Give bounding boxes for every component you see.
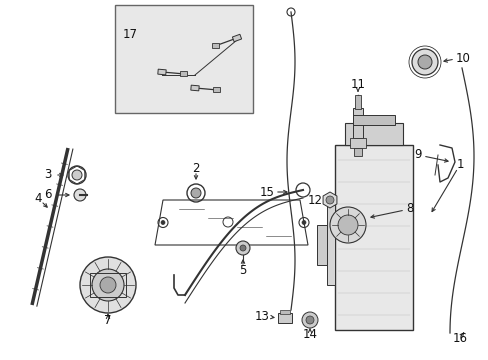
Circle shape [72, 170, 82, 180]
Circle shape [337, 215, 357, 235]
Bar [212, 87, 220, 92]
Text: 4: 4 [34, 192, 41, 204]
Bar [232, 34, 241, 42]
Bar [349, 138, 365, 148]
Text: 2: 2 [192, 162, 199, 175]
Polygon shape [323, 192, 336, 208]
Circle shape [302, 220, 305, 225]
Text: 15: 15 [259, 185, 274, 198]
Circle shape [302, 312, 317, 328]
Circle shape [191, 188, 201, 198]
Bar [353, 148, 361, 156]
Bar [334, 145, 412, 330]
Bar [345, 123, 402, 145]
Bar [352, 108, 362, 138]
Text: 14: 14 [302, 328, 317, 342]
Text: 11: 11 [350, 78, 365, 91]
Bar [326, 205, 334, 285]
Circle shape [325, 196, 333, 204]
Bar [180, 71, 186, 76]
Text: 10: 10 [455, 51, 469, 64]
Circle shape [92, 269, 124, 301]
Bar [190, 85, 199, 91]
Circle shape [305, 316, 313, 324]
Circle shape [80, 257, 136, 313]
Circle shape [74, 189, 86, 201]
Text: 1: 1 [455, 158, 463, 171]
Text: 13: 13 [254, 310, 269, 323]
Circle shape [240, 245, 245, 251]
Text: 16: 16 [451, 332, 467, 345]
Circle shape [329, 207, 365, 243]
Bar [316, 225, 326, 265]
Bar [115, 5, 252, 113]
Bar [352, 115, 394, 125]
Bar [354, 95, 360, 109]
Circle shape [236, 241, 249, 255]
Text: 12: 12 [307, 194, 322, 207]
Bar [212, 42, 219, 48]
Text: 9: 9 [413, 148, 421, 162]
Bar [158, 69, 166, 75]
Text: 8: 8 [406, 202, 413, 215]
Bar [278, 313, 291, 323]
Text: 17: 17 [122, 28, 137, 41]
Text: 7: 7 [104, 314, 112, 327]
Text: 6: 6 [44, 189, 52, 202]
Circle shape [161, 220, 164, 225]
Text: 5: 5 [239, 264, 246, 276]
Text: 3: 3 [44, 168, 52, 181]
Bar [90, 273, 126, 297]
Circle shape [100, 277, 116, 293]
Bar [280, 310, 289, 314]
Circle shape [417, 55, 431, 69]
Circle shape [411, 49, 437, 75]
